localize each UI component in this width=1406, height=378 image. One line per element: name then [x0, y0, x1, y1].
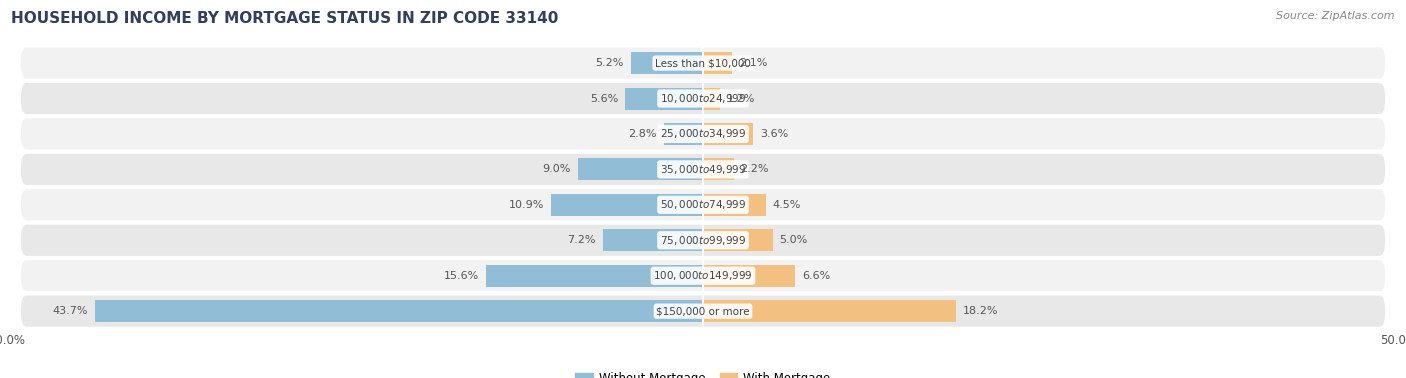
Bar — [703, 300, 956, 322]
Text: $50,000 to $74,999: $50,000 to $74,999 — [659, 198, 747, 211]
Text: 7.2%: 7.2% — [567, 235, 596, 245]
Text: 2.1%: 2.1% — [740, 58, 768, 68]
FancyBboxPatch shape — [21, 118, 1385, 150]
FancyBboxPatch shape — [21, 154, 1385, 185]
Legend: Without Mortgage, With Mortgage: Without Mortgage, With Mortgage — [575, 372, 831, 378]
Bar — [703, 229, 773, 251]
Text: 5.2%: 5.2% — [595, 58, 624, 68]
Text: 5.0%: 5.0% — [779, 235, 808, 245]
Text: 15.6%: 15.6% — [444, 271, 479, 281]
Text: 1.2%: 1.2% — [727, 93, 755, 104]
Text: 43.7%: 43.7% — [52, 306, 87, 316]
Text: Source: ZipAtlas.com: Source: ZipAtlas.com — [1277, 11, 1395, 21]
Text: $10,000 to $24,999: $10,000 to $24,999 — [659, 92, 747, 105]
FancyBboxPatch shape — [21, 189, 1385, 220]
Bar — [94, 300, 703, 322]
FancyBboxPatch shape — [21, 225, 1385, 256]
Text: 18.2%: 18.2% — [963, 306, 998, 316]
Bar — [703, 123, 754, 145]
Bar — [603, 229, 703, 251]
Text: $35,000 to $49,999: $35,000 to $49,999 — [659, 163, 747, 176]
Bar — [664, 123, 703, 145]
Text: 6.6%: 6.6% — [801, 271, 830, 281]
FancyBboxPatch shape — [21, 83, 1385, 114]
Text: 3.6%: 3.6% — [761, 129, 789, 139]
Bar — [703, 52, 733, 74]
Bar — [703, 88, 720, 110]
Text: $150,000 or more: $150,000 or more — [657, 306, 749, 316]
Bar — [703, 158, 734, 180]
Bar — [626, 88, 703, 110]
Text: 10.9%: 10.9% — [509, 200, 544, 210]
Text: 2.2%: 2.2% — [741, 164, 769, 174]
Text: 4.5%: 4.5% — [773, 200, 801, 210]
Text: 5.6%: 5.6% — [591, 93, 619, 104]
FancyBboxPatch shape — [21, 296, 1385, 327]
Text: Less than $10,000: Less than $10,000 — [655, 58, 751, 68]
Text: 2.8%: 2.8% — [628, 129, 657, 139]
Text: 9.0%: 9.0% — [543, 164, 571, 174]
Bar — [703, 265, 794, 287]
Bar — [703, 194, 766, 216]
Bar — [578, 158, 703, 180]
Text: $100,000 to $149,999: $100,000 to $149,999 — [654, 269, 752, 282]
Bar — [486, 265, 703, 287]
Bar — [551, 194, 703, 216]
FancyBboxPatch shape — [21, 48, 1385, 79]
Bar — [631, 52, 703, 74]
Text: $25,000 to $34,999: $25,000 to $34,999 — [659, 127, 747, 141]
FancyBboxPatch shape — [21, 260, 1385, 291]
Text: $75,000 to $99,999: $75,000 to $99,999 — [659, 234, 747, 247]
Text: HOUSEHOLD INCOME BY MORTGAGE STATUS IN ZIP CODE 33140: HOUSEHOLD INCOME BY MORTGAGE STATUS IN Z… — [11, 11, 558, 26]
